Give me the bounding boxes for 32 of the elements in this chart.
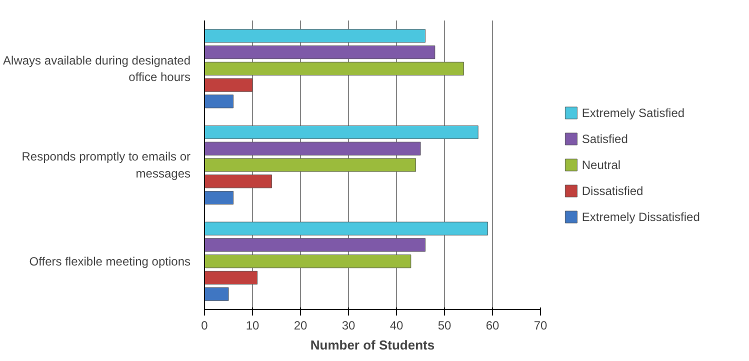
- bar: [204, 190, 234, 205]
- x-tick-label: 10: [246, 318, 260, 332]
- x-tick-label: 0: [201, 318, 208, 332]
- bar: [204, 238, 426, 252]
- x-axis-title: Number of Students: [310, 338, 435, 352]
- legend-label: Extremely Dissatisfied: [582, 210, 700, 224]
- bar: [204, 78, 253, 92]
- bar: [204, 142, 421, 156]
- bar: [204, 158, 416, 172]
- y-tick-label: Responds promptly to emails or messages: [22, 150, 191, 180]
- x-tick-label: 70: [534, 318, 548, 332]
- legend-label: Satisfied: [582, 132, 628, 146]
- x-tick-label: 20: [294, 318, 308, 332]
- legend-label: Neutral: [582, 158, 621, 172]
- bar: [204, 270, 258, 285]
- legend-label: Extremely Satisfied: [582, 106, 685, 120]
- bar: [204, 174, 272, 188]
- y-tick-label: Always available during designated office hours: [3, 53, 191, 84]
- legend-label: Dissatisfied: [582, 184, 644, 198]
- bar: [204, 222, 488, 236]
- bar: [204, 29, 426, 43]
- y-tick-label: Offers flexible meeting options: [29, 254, 191, 268]
- x-tick-label: 50: [438, 318, 452, 332]
- bar: [204, 125, 478, 140]
- bar: [204, 287, 229, 301]
- x-tick-label: 30: [342, 318, 356, 332]
- bar: [204, 45, 436, 60]
- x-tick-label: 40: [390, 318, 404, 332]
- bar: [204, 254, 412, 268]
- bar: [204, 94, 234, 108]
- bar: [204, 62, 464, 76]
- x-tick-label: 60: [486, 318, 500, 332]
